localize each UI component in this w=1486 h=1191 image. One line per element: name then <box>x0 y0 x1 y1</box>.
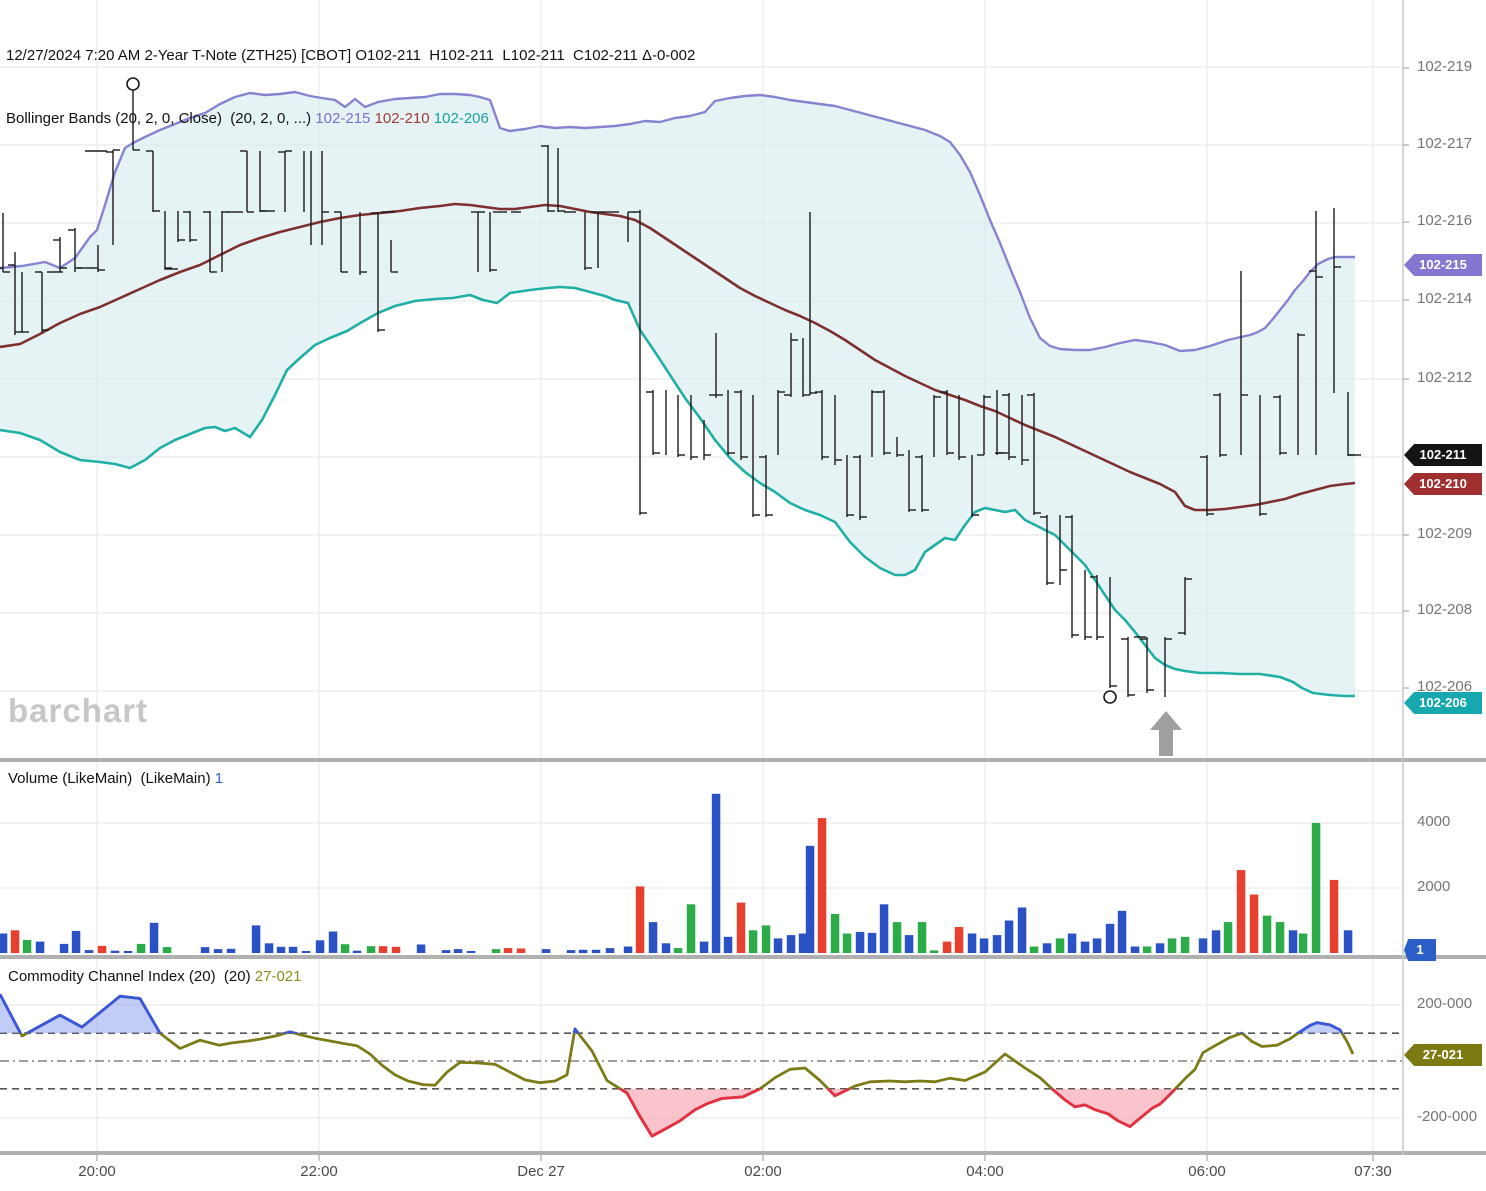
barchart-logo: barchart <box>8 692 149 729</box>
cci-last-value: 27-021 <box>254 968 302 985</box>
bollinger-upper-line <box>0 90 1355 353</box>
chart-header: 12/27/2024 7:20 AM 2-Year T-Note (ZTH25)… <box>6 3 695 171</box>
price-axis-label: 102-217 <box>1417 135 1473 152</box>
cci-axis-label: 200-000 <box>1417 995 1473 1012</box>
price-axis-label: 102-214 <box>1417 290 1473 307</box>
cci-line-oversold <box>617 1088 1178 1138</box>
volume-last-value: 1 <box>214 770 224 787</box>
header-ohlc: O102-211 H102-211 L102-211 C102-211 <box>355 47 638 64</box>
time-axis-label: Dec 27 <box>517 1163 565 1180</box>
cci-last-badge: 27-021 <box>1404 1044 1482 1066</box>
price-axis-label: 102-208 <box>1417 601 1473 618</box>
panel-separator <box>0 1151 1486 1155</box>
time-axis-label: 02:00 <box>744 1163 782 1180</box>
bb-upper-value: 102-215 <box>315 110 371 127</box>
volume-axis-label: 4000 <box>1417 813 1451 830</box>
time-axis-label: 06:00 <box>1188 1163 1226 1180</box>
bb-middle-value: 102-210 <box>374 110 430 127</box>
price-axis-label: 102-216 <box>1417 212 1473 229</box>
bollinger-band-fill <box>0 92 1355 696</box>
price-marker-circle <box>126 77 140 91</box>
indicator-header-line[interactable]: Bollinger Bands (20, 2, 0, Close) (20, 2… <box>6 108 695 129</box>
price-badge-bollinger-middle: 102-210 <box>1404 473 1482 495</box>
volume-axis-label: 2000 <box>1417 878 1451 895</box>
panel-separator <box>0 758 1486 762</box>
price-axis-label: 102-219 <box>1417 58 1473 75</box>
time-axis-label: 22:00 <box>300 1163 338 1180</box>
indicator-label: Bollinger Bands (20, 2, 0, Close) (20, 2… <box>6 110 312 127</box>
header-symbol: 2-Year T-Note (ZTH25) [CBOT] <box>144 47 352 64</box>
price-marker-circle <box>1103 690 1117 704</box>
price-bars <box>0 88 1361 697</box>
time-axis-label: 07:30 <box>1354 1163 1392 1180</box>
header-datetime: 12/27/2024 7:20 AM <box>6 47 141 64</box>
price-axis-label: 102-206 <box>1417 678 1473 695</box>
cci-panel-title[interactable]: Commodity Channel Index (20) (20) 27-021 <box>8 968 302 985</box>
time-axis-label: 04:00 <box>966 1163 1004 1180</box>
price-axis-label: 102-212 <box>1417 369 1473 386</box>
cci-title-label: Commodity Channel Index (20) (20) <box>8 968 251 985</box>
bb-lower-value: 102-206 <box>433 110 489 127</box>
volume-bars <box>0 793 1353 954</box>
cci-oversold-fill <box>0 1088 1353 1137</box>
bollinger-middle-line <box>0 202 1356 512</box>
panel-separator <box>0 955 1486 959</box>
volume-title-label: Volume (LikeMain) (LikeMain) <box>8 770 211 787</box>
header-change: Δ-0-002 <box>641 47 696 64</box>
volume-last-badge: 1 <box>1404 939 1436 961</box>
price-badge-bollinger-upper: 102-215 <box>1404 254 1482 276</box>
volume-panel-title[interactable]: Volume (LikeMain) (LikeMain) 1 <box>8 770 223 787</box>
time-axis-label: 20:00 <box>78 1163 116 1180</box>
price-badge-last-price: 102-211 <box>1404 444 1482 466</box>
up-arrow-icon <box>1150 711 1182 756</box>
symbol-header-line: 12/27/2024 7:20 AM 2-Year T-Note (ZTH25)… <box>6 45 695 66</box>
price-axis-label: 102-209 <box>1417 525 1473 542</box>
price-badge-bollinger-lower: 102-206 <box>1404 692 1482 714</box>
cci-axis-label: -200-000 <box>1417 1108 1478 1125</box>
